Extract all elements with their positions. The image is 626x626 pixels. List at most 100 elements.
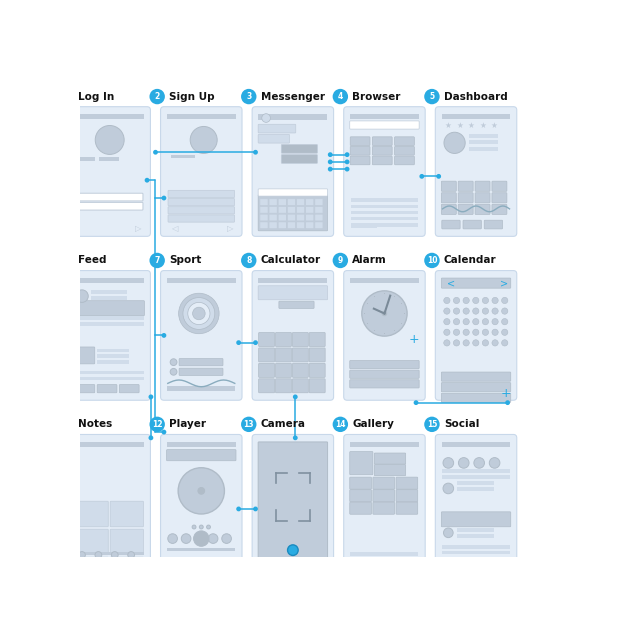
Circle shape xyxy=(463,319,470,325)
FancyBboxPatch shape xyxy=(350,451,373,475)
FancyBboxPatch shape xyxy=(275,363,292,377)
FancyBboxPatch shape xyxy=(160,270,242,400)
Bar xyxy=(75,442,144,446)
FancyBboxPatch shape xyxy=(350,146,370,155)
FancyBboxPatch shape xyxy=(278,199,286,205)
Text: +: + xyxy=(501,386,511,399)
Circle shape xyxy=(328,160,332,164)
Text: +: + xyxy=(409,332,419,346)
FancyBboxPatch shape xyxy=(458,181,473,192)
Text: Browser: Browser xyxy=(352,91,401,101)
Circle shape xyxy=(482,319,488,325)
Bar xyxy=(259,278,327,282)
FancyBboxPatch shape xyxy=(344,106,425,237)
Bar xyxy=(98,354,129,358)
Bar xyxy=(167,442,236,446)
Bar xyxy=(442,551,510,555)
Circle shape xyxy=(492,297,498,304)
Text: Alarm: Alarm xyxy=(352,255,387,265)
FancyBboxPatch shape xyxy=(260,222,268,228)
Circle shape xyxy=(444,319,450,325)
FancyBboxPatch shape xyxy=(350,361,419,369)
FancyBboxPatch shape xyxy=(374,464,406,476)
Bar xyxy=(469,134,498,138)
Text: 12: 12 xyxy=(152,420,162,429)
Circle shape xyxy=(207,525,210,529)
Circle shape xyxy=(362,291,407,336)
Bar xyxy=(91,295,127,299)
FancyBboxPatch shape xyxy=(275,348,292,362)
Circle shape xyxy=(293,558,298,563)
Bar xyxy=(171,155,195,158)
Bar xyxy=(351,211,418,214)
Bar xyxy=(442,545,510,549)
FancyBboxPatch shape xyxy=(278,207,286,213)
Circle shape xyxy=(436,174,441,179)
FancyBboxPatch shape xyxy=(305,222,314,228)
Circle shape xyxy=(482,329,488,336)
Circle shape xyxy=(253,341,258,345)
Bar xyxy=(374,330,375,331)
Circle shape xyxy=(150,417,165,432)
Circle shape xyxy=(170,359,177,366)
Circle shape xyxy=(473,319,479,325)
FancyBboxPatch shape xyxy=(394,156,414,165)
FancyBboxPatch shape xyxy=(287,207,295,213)
Bar xyxy=(167,386,235,391)
Text: ★: ★ xyxy=(491,121,498,130)
Circle shape xyxy=(458,458,469,468)
Bar xyxy=(374,296,375,297)
Circle shape xyxy=(444,297,450,304)
Text: 6: 6 xyxy=(63,256,68,265)
Bar xyxy=(384,293,385,294)
Circle shape xyxy=(236,506,241,511)
Bar xyxy=(167,278,236,282)
FancyBboxPatch shape xyxy=(441,278,511,288)
Circle shape xyxy=(345,167,349,172)
Text: 5: 5 xyxy=(429,92,434,101)
FancyBboxPatch shape xyxy=(309,348,325,362)
Circle shape xyxy=(199,525,203,529)
FancyBboxPatch shape xyxy=(275,332,292,347)
Bar xyxy=(401,303,402,304)
Text: 9: 9 xyxy=(337,256,343,265)
FancyBboxPatch shape xyxy=(396,490,418,501)
FancyBboxPatch shape xyxy=(350,477,371,489)
Circle shape xyxy=(58,89,73,105)
Circle shape xyxy=(138,567,142,572)
Text: Calculator: Calculator xyxy=(261,255,321,265)
FancyBboxPatch shape xyxy=(76,193,143,201)
Circle shape xyxy=(463,308,470,314)
Bar xyxy=(351,225,377,228)
FancyBboxPatch shape xyxy=(475,204,490,215)
Circle shape xyxy=(192,525,196,529)
Text: 14: 14 xyxy=(335,420,346,429)
Circle shape xyxy=(492,329,498,336)
FancyBboxPatch shape xyxy=(287,214,295,221)
Circle shape xyxy=(253,506,258,511)
Circle shape xyxy=(473,297,479,304)
Circle shape xyxy=(453,329,459,336)
Circle shape xyxy=(414,400,418,405)
FancyBboxPatch shape xyxy=(435,106,517,237)
Circle shape xyxy=(424,253,439,268)
FancyBboxPatch shape xyxy=(258,125,295,133)
Text: ★: ★ xyxy=(468,121,475,130)
Circle shape xyxy=(424,417,439,432)
Text: Camera: Camera xyxy=(261,419,306,429)
FancyBboxPatch shape xyxy=(396,477,418,489)
Circle shape xyxy=(182,534,191,543)
FancyBboxPatch shape xyxy=(441,181,456,192)
Circle shape xyxy=(482,297,488,304)
FancyBboxPatch shape xyxy=(292,379,308,393)
FancyBboxPatch shape xyxy=(373,490,394,501)
FancyBboxPatch shape xyxy=(260,207,268,213)
FancyBboxPatch shape xyxy=(275,379,292,393)
FancyBboxPatch shape xyxy=(179,368,223,376)
Bar xyxy=(75,278,144,282)
FancyBboxPatch shape xyxy=(492,181,507,192)
Circle shape xyxy=(76,290,88,302)
FancyBboxPatch shape xyxy=(120,384,139,393)
Text: Sport: Sport xyxy=(169,255,202,265)
FancyBboxPatch shape xyxy=(350,156,370,165)
